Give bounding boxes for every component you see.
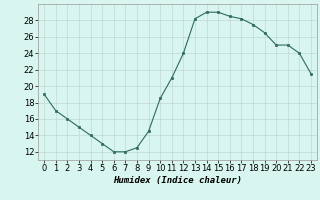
X-axis label: Humidex (Indice chaleur): Humidex (Indice chaleur) <box>113 176 242 185</box>
